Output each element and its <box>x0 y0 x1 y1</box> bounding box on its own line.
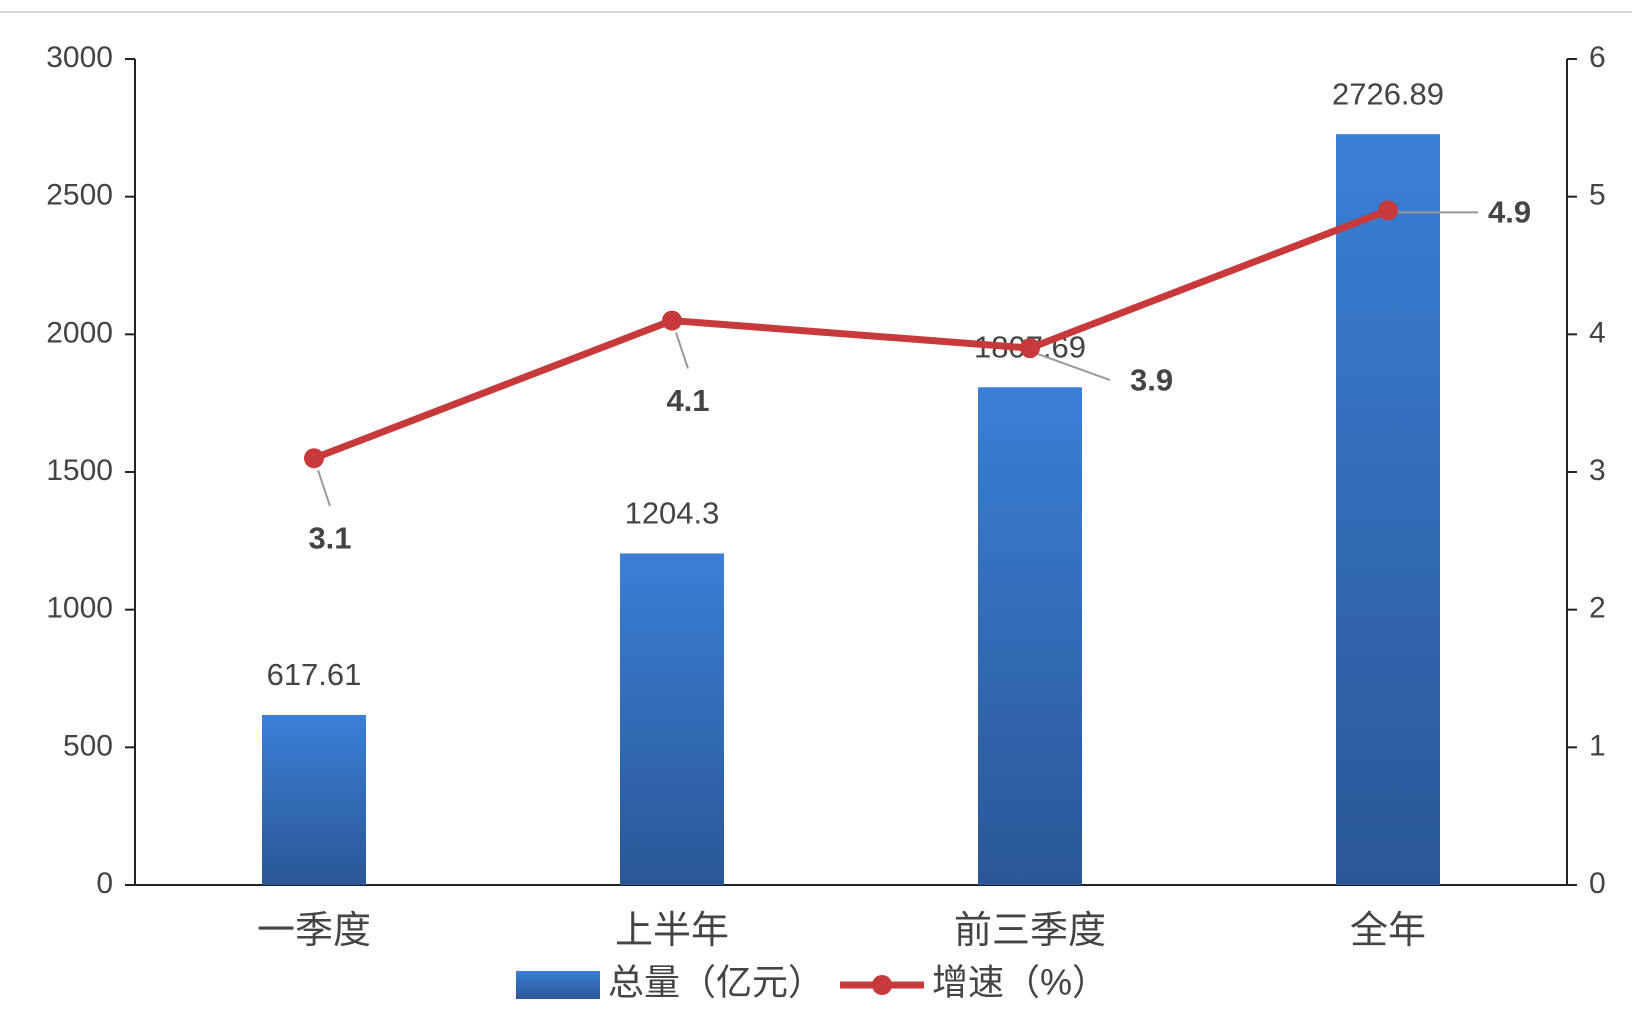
y-tick-label: 1000 <box>46 592 113 625</box>
line-value-label: 4.1 <box>666 383 709 418</box>
bar <box>620 553 724 885</box>
leader-line <box>1037 353 1111 382</box>
legend-swatch-marker <box>872 975 893 995</box>
y2-tick-label: 6 <box>1589 41 1606 74</box>
y2-tick-label: 5 <box>1589 179 1606 212</box>
legend-swatch <box>516 971 600 999</box>
y2-tick-label: 1 <box>1589 729 1606 762</box>
bar <box>262 714 366 885</box>
legend-label: 增速（%） <box>932 962 1108 1003</box>
leader-line <box>675 332 689 369</box>
bar-value-label: 617.61 <box>267 657 362 692</box>
line-point <box>1378 200 1398 221</box>
line-value-label: 3.1 <box>308 520 351 555</box>
legend-label: 总量（亿元） <box>608 962 824 1003</box>
y-tick-label: 0 <box>96 867 113 900</box>
line-point <box>662 310 682 331</box>
leader-line <box>317 469 331 507</box>
x-tick-label: 全年 <box>1350 910 1426 952</box>
y-tick-label: 2000 <box>46 316 113 349</box>
y-tick-label: 3000 <box>46 41 113 74</box>
x-tick-label: 一季度 <box>257 910 371 952</box>
line-value-label: 4.9 <box>1488 195 1531 230</box>
line <box>312 207 1390 462</box>
y2-tick-label: 4 <box>1589 316 1606 349</box>
y2-tick-label: 3 <box>1589 454 1606 487</box>
bar <box>1336 134 1440 885</box>
y-tick-label: 2500 <box>46 179 113 212</box>
y2-tick-label: 2 <box>1589 592 1606 625</box>
bar <box>978 387 1082 885</box>
line-point <box>1020 338 1040 359</box>
bar-value-label: 2726.89 <box>1332 76 1444 111</box>
line-point <box>304 448 324 469</box>
y-tick-label: 1500 <box>46 454 113 487</box>
y-tick-label: 500 <box>63 729 113 762</box>
line-value-label: 3.9 <box>1130 362 1173 397</box>
x-tick-label: 前三季度 <box>954 910 1106 952</box>
y2-tick-label: 0 <box>1589 867 1606 900</box>
bar-value-label: 1204.3 <box>625 496 720 531</box>
x-tick-label: 上半年 <box>615 910 729 952</box>
